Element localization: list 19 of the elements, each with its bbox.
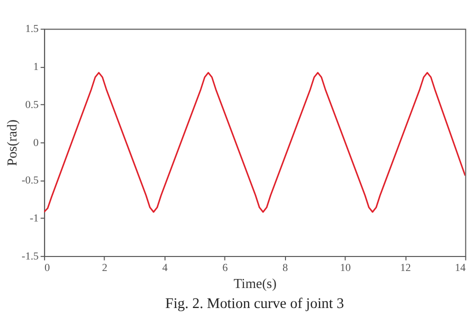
- caption: Fig. 2. Motion curve of joint 3: [165, 296, 344, 312]
- x-tick-label: 0: [44, 262, 50, 274]
- y-axis-title: Pos(rad): [4, 120, 20, 166]
- x-tick-label: 12: [400, 262, 411, 274]
- x-tick-label: 2: [102, 262, 108, 274]
- x-axis-title: Time(s): [234, 276, 277, 291]
- y-tick-label: -1.5: [22, 250, 39, 262]
- x-tick-label: 8: [282, 262, 288, 274]
- x-tick-label: 10: [340, 262, 351, 274]
- y-tick-label: -1: [30, 212, 39, 225]
- y-tick-label: -0.5: [22, 174, 39, 187]
- y-tick-label: 1.5: [25, 23, 39, 36]
- x-tick-label: 6: [222, 262, 228, 274]
- y-tick-label: 0: [33, 136, 39, 149]
- line-series: [44, 72, 466, 213]
- x-tick-label: 14: [454, 262, 466, 274]
- y-tick-label: 1: [33, 61, 39, 74]
- x-tick-label: 4: [162, 262, 168, 274]
- y-tick-label: 0.5: [25, 98, 39, 111]
